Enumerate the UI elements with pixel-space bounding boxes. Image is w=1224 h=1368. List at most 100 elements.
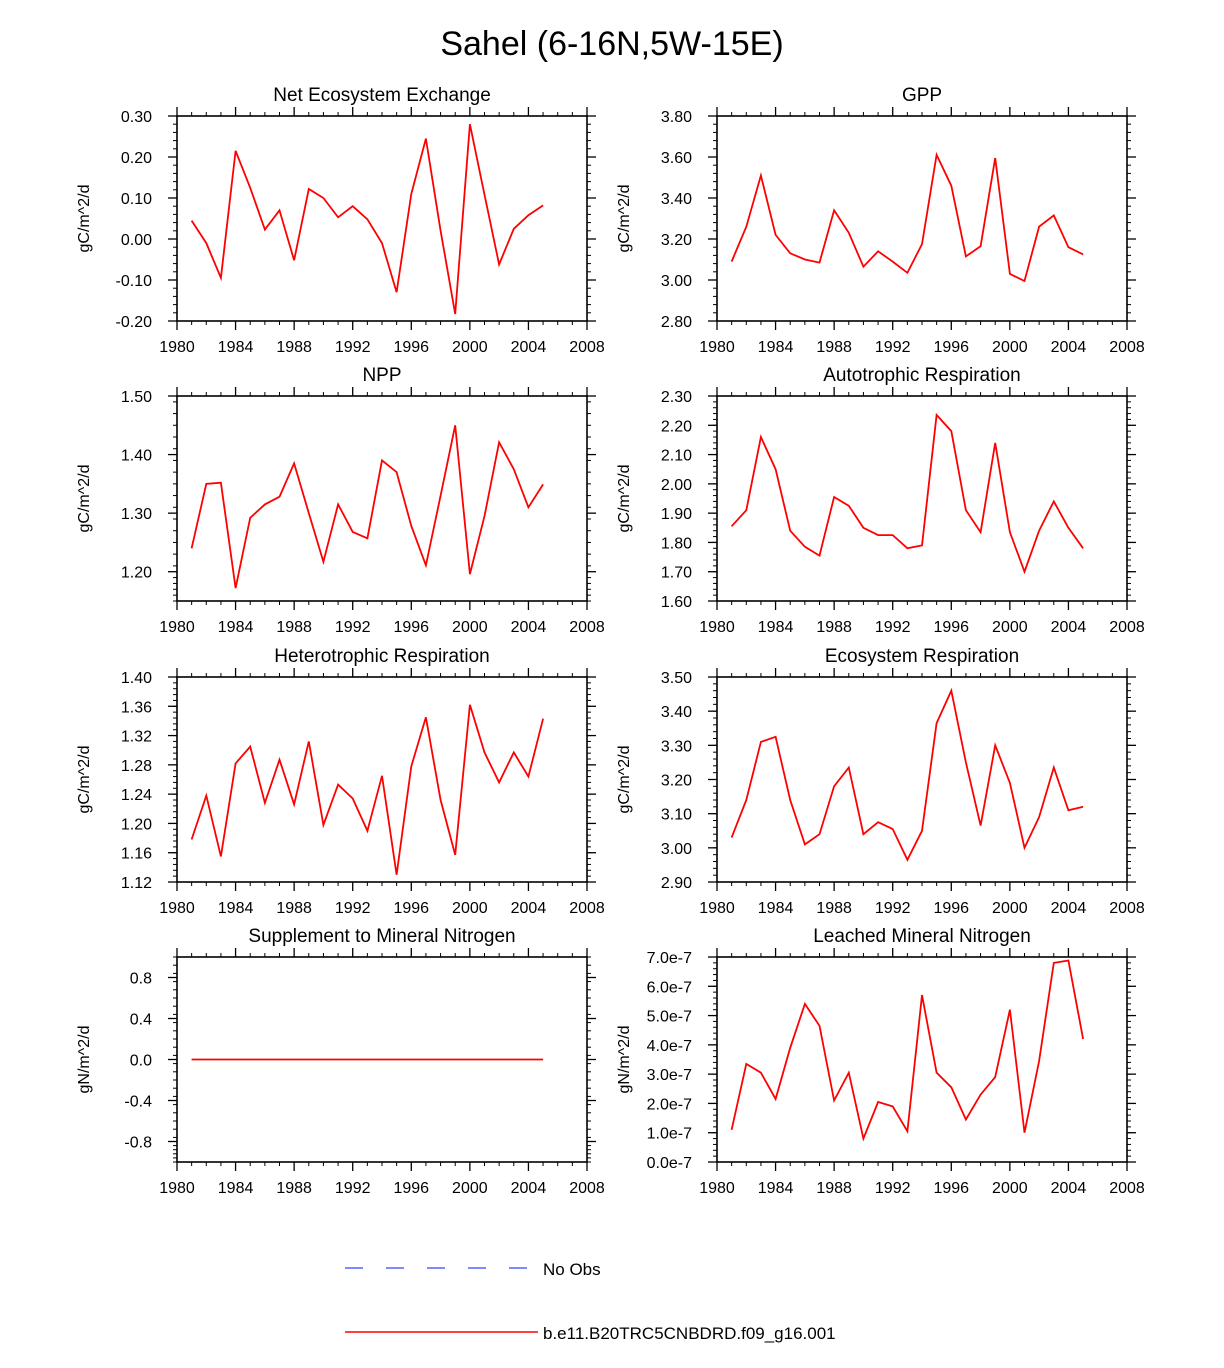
y-tick-label: 3.10 [661, 807, 692, 824]
panel-title: Supplement to Mineral Nitrogen [248, 926, 515, 947]
x-tick-label: 1996 [393, 619, 429, 636]
series-line-model [732, 691, 1084, 860]
x-tick-label: 1980 [699, 900, 735, 917]
y-tick-label: 2.20 [661, 418, 692, 435]
x-tick-label: 1984 [218, 619, 254, 636]
y-tick-label: 0.00 [121, 232, 152, 249]
x-tick-label: 2000 [452, 339, 488, 356]
y-tick-label: 3.40 [661, 191, 692, 208]
x-tick-label: 1992 [335, 900, 371, 917]
panel-8: Leached Mineral Nitrogen gN/m^2/d 1980 1984… [616, 926, 1145, 1197]
legend-label-model: b.e11.B20TRC5CNBDRD.f09_g16.001 [543, 1324, 836, 1343]
y-tick-label: 0.20 [121, 150, 152, 167]
series-line-model [192, 425, 543, 588]
y-tick-label: 6.0e-7 [647, 979, 692, 996]
y-tick-label: 3.30 [661, 738, 692, 755]
x-tick-label: 1984 [218, 1180, 254, 1197]
x-tick-label: 1988 [276, 1180, 312, 1197]
y-tick-label: 0.4 [130, 1012, 152, 1029]
y-tick-label: 1.40 [121, 670, 152, 687]
series-line-model [192, 705, 543, 875]
x-tick-label: 1980 [159, 900, 195, 917]
x-tick-label: 2004 [511, 339, 547, 356]
y-tick-label: -0.8 [124, 1135, 152, 1152]
panel-title: Net Ecosystem Exchange [273, 85, 491, 106]
x-tick-label: 1980 [699, 1180, 735, 1197]
x-tick-label: 2000 [452, 1180, 488, 1197]
x-tick-label: 1984 [758, 619, 794, 636]
plot-frame [717, 396, 1127, 601]
x-tick-label: 2000 [992, 339, 1028, 356]
y-tick-label: 1.32 [121, 729, 152, 746]
y-tick-label: 1.20 [121, 565, 152, 582]
y-tick-label: 0.8 [130, 971, 152, 988]
x-tick-label: 1992 [875, 619, 911, 636]
y-tick-label: -0.10 [116, 273, 153, 290]
y-tick-label: 7.0e-7 [647, 950, 692, 967]
y-tick-label: 3.0e-7 [647, 1067, 692, 1084]
x-tick-label: 1996 [393, 1180, 429, 1197]
x-tick-label: 1988 [816, 900, 852, 917]
figure-title: Sahel (6-16N,5W-15E) [440, 25, 783, 63]
y-tick-label: 0.0 [130, 1053, 152, 1070]
y-tick-label: 2.30 [661, 389, 692, 406]
x-tick-label: 2008 [569, 1180, 605, 1197]
x-tick-label: 1988 [816, 1180, 852, 1197]
x-tick-label: 2004 [1051, 619, 1087, 636]
panel-title: NPP [362, 365, 401, 386]
y-tick-label: 1.90 [661, 506, 692, 523]
y-tick-label: 2.00 [661, 477, 692, 494]
x-tick-label: 2004 [1051, 339, 1087, 356]
series-line-model [192, 124, 543, 314]
y-tick-label: -0.4 [124, 1094, 152, 1111]
y-tick-label: 0.0e-7 [647, 1155, 692, 1172]
x-tick-label: 1996 [933, 619, 969, 636]
x-tick-label: 1984 [218, 339, 254, 356]
y-tick-label: 0.10 [121, 191, 152, 208]
x-tick-label: 1984 [218, 900, 254, 917]
y-tick-label: 1.80 [661, 535, 692, 552]
x-tick-label: 1992 [335, 339, 371, 356]
legend-label-obs: No Obs [543, 1260, 601, 1279]
y-tick-label: 1.30 [121, 506, 152, 523]
y-tick-label: 1.70 [661, 565, 692, 582]
x-tick-label: 2008 [569, 339, 605, 356]
y-axis-label: gC/m^2/d [616, 185, 633, 253]
y-tick-label: 4.0e-7 [647, 1038, 692, 1055]
panel-2: GPP gC/m^2/d 1980 1984 1988 1992 1996 2000 2004 2… [616, 85, 1145, 356]
x-tick-label: 1980 [159, 1180, 195, 1197]
y-tick-label: 3.20 [661, 773, 692, 790]
y-tick-label: 1.50 [121, 389, 152, 406]
y-tick-label: 1.24 [121, 787, 152, 804]
x-tick-label: 1980 [699, 619, 735, 636]
panel-3: NPP gC/m^2/d 1980 1984 1988 1992 1996 2000 2004 2… [76, 365, 605, 636]
x-tick-label: 1980 [699, 339, 735, 356]
y-tick-label: 5.0e-7 [647, 1009, 692, 1026]
panel-title: Ecosystem Respiration [825, 646, 1019, 667]
panel-6: Ecosystem Respiration gC/m^2/d 1980 1984 198… [616, 646, 1145, 917]
y-tick-label: 1.16 [121, 846, 152, 863]
panel-7: Supplement to Mineral Nitrogen gN/m^2/d 19… [76, 926, 605, 1197]
y-axis-label: gN/m^2/d [616, 1026, 633, 1094]
x-tick-label: 2000 [992, 900, 1028, 917]
x-tick-label: 2008 [1109, 339, 1145, 356]
x-tick-label: 1992 [875, 900, 911, 917]
y-tick-label: 2.10 [661, 448, 692, 465]
x-tick-label: 2008 [1109, 619, 1145, 636]
panels: Net Ecosystem Exchange gC/m^2/d 1980 1984 19… [76, 85, 1145, 1197]
y-tick-label: -0.20 [116, 314, 153, 331]
y-tick-label: 2.0e-7 [647, 1096, 692, 1113]
x-tick-label: 1984 [758, 900, 794, 917]
y-tick-label: 3.80 [661, 109, 692, 126]
x-tick-label: 1988 [816, 619, 852, 636]
figure: Sahel (6-16N,5W-15E) Net Ecosystem Excha… [0, 0, 1224, 1368]
x-tick-label: 1988 [816, 339, 852, 356]
y-tick-label: 3.20 [661, 232, 692, 249]
panel-title: GPP [902, 85, 942, 106]
y-tick-label: 3.40 [661, 704, 692, 721]
x-tick-label: 1988 [276, 339, 312, 356]
x-tick-label: 2004 [511, 1180, 547, 1197]
x-tick-label: 1996 [933, 900, 969, 917]
x-tick-label: 1996 [393, 900, 429, 917]
panel-title: Leached Mineral Nitrogen [813, 926, 1031, 947]
